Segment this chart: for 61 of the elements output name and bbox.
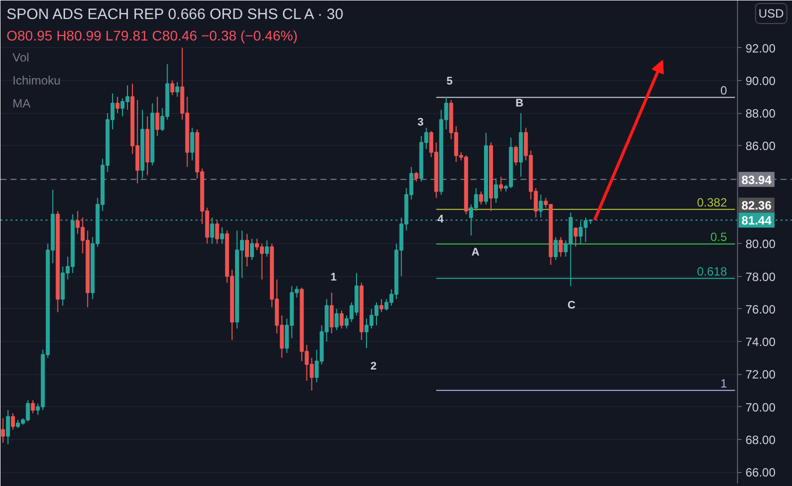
candlestick [30, 400, 35, 414]
candlestick [264, 240, 269, 258]
candlestick [170, 80, 174, 96]
y-tick-label: 78.00 [746, 270, 776, 284]
y-tick-label: 74.00 [746, 335, 776, 350]
candlestick [538, 194, 543, 218]
candlestick [494, 178, 498, 204]
candlestick [190, 127, 194, 161]
candlestick [554, 236, 558, 260]
annotation: C [568, 300, 576, 312]
annotation: 5 [446, 76, 453, 88]
annotation: 1 [330, 272, 337, 284]
y-tick-label: 90.00 [746, 74, 776, 88]
y-tick-label: 86.00 [746, 139, 776, 154]
candlestick [479, 190, 484, 205]
annotation: Ichimoku [12, 74, 61, 88]
chart-title: SPON ADS EACH REP 0.666 ORD SHS CL A · 30 [6, 6, 344, 23]
ref-line-label: 81.44 [742, 214, 772, 228]
annotation: 82.36 [742, 198, 772, 213]
annotation: MA [12, 96, 30, 110]
candlestick [6, 410, 10, 445]
candlestick [0, 418, 5, 444]
y-tick-label: 68.00 [746, 432, 776, 447]
annotation: A [472, 246, 480, 258]
text: USD [758, 6, 784, 20]
candlestick [116, 96, 120, 114]
y-tick-label: 92.00 [746, 41, 776, 56]
candlestick [334, 308, 339, 331]
candlestick [514, 145, 518, 166]
candlestick [10, 412, 15, 430]
y-tick-label: 80.00 [746, 237, 776, 252]
candlestick [330, 292, 334, 334]
y-tick-label: 76.00 [746, 302, 776, 316]
annotation: 4 [437, 214, 444, 226]
candlestick [220, 226, 224, 244]
candlestick [250, 238, 254, 260]
series-label: 1 [720, 376, 728, 390]
y-tick-label: 66.00 [746, 466, 776, 480]
candlestick [558, 236, 563, 258]
annotation: B [516, 98, 524, 110]
y-tick-label: 88.00 [746, 106, 776, 121]
series-label: 0.618 [696, 264, 728, 278]
annotation: 2 [370, 360, 377, 372]
candlestick [574, 226, 578, 248]
candlestick [414, 171, 418, 182]
candlestick [215, 220, 220, 244]
candlestick [155, 96, 160, 136]
y-tick-label: 70.00 [746, 400, 776, 414]
series-label: 0.382 [696, 195, 728, 210]
candlestick [340, 310, 344, 329]
series-label: 0 [720, 83, 728, 98]
text: O80.95 H80.99 L79.81 C80.46 −0.38 (−0.46%) [6, 28, 298, 44]
ref-line-label: 83.94 [742, 172, 772, 187]
series-label: 0.5 [710, 230, 728, 244]
y-tick-label: 72.00 [746, 368, 776, 382]
annotation: Vol [12, 50, 30, 64]
candlestick [498, 176, 503, 192]
candlestick [245, 233, 249, 267]
candlestick [175, 82, 180, 98]
candlestick [379, 298, 384, 313]
annotation: 3 [417, 116, 424, 128]
